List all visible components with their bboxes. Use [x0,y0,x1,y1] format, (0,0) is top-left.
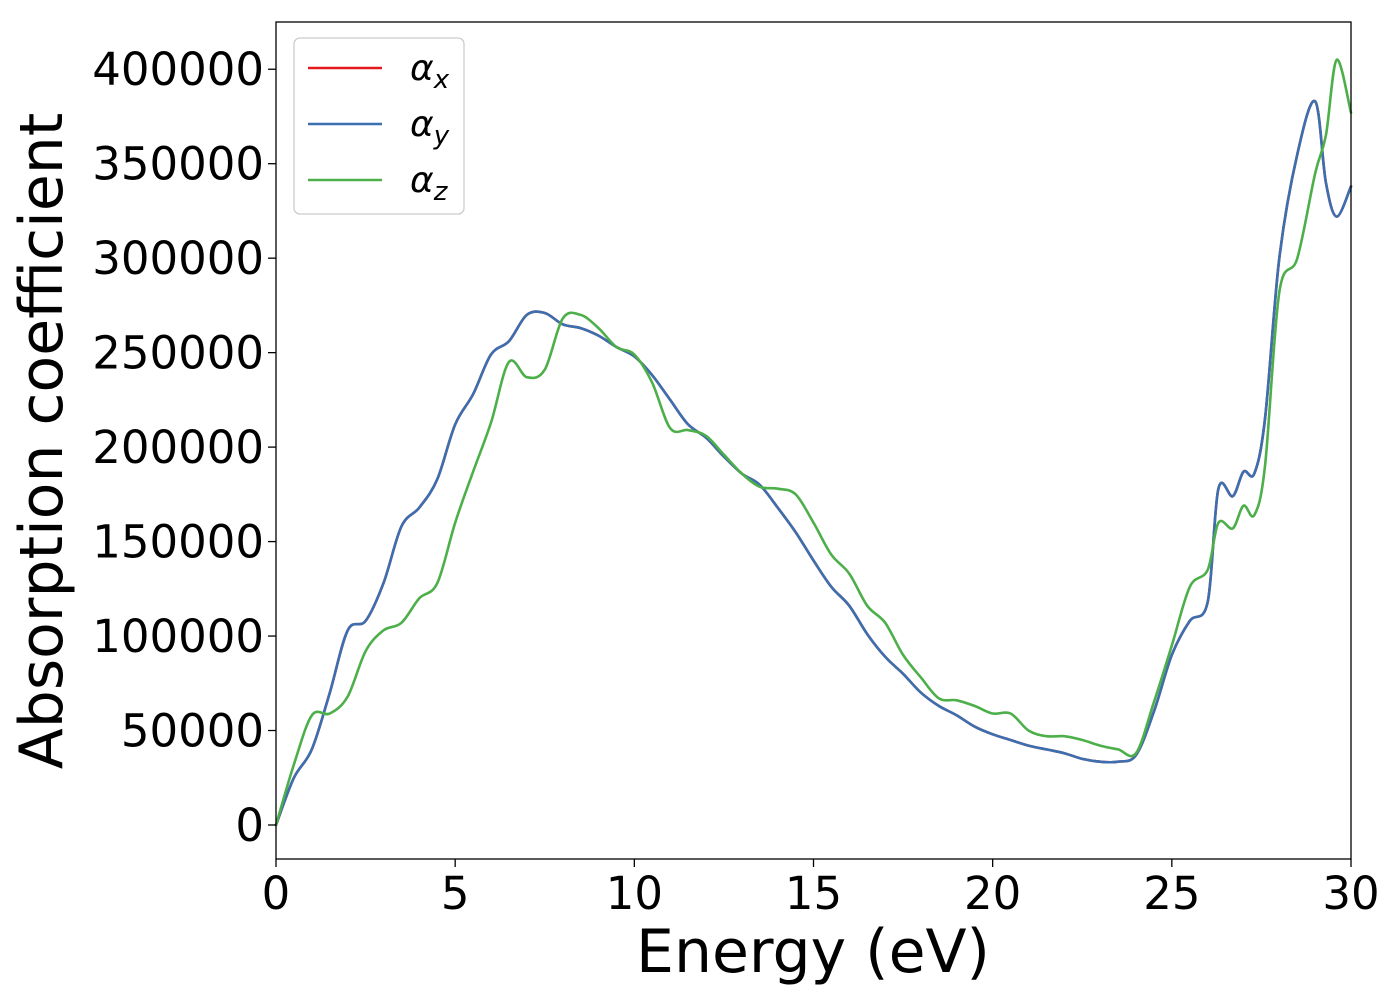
x-tick-label: 25 [1143,867,1200,920]
x-tick-label: 0 [262,867,291,920]
series-line-y [274,99,1353,827]
y-tick-label: 100000 [92,610,264,663]
x-tick-label: 5 [441,867,470,920]
x-axis-ticks: 0 5 10 15 20 25 30 [262,859,1380,920]
y-axis-label: Absorption coefficient [7,113,77,770]
y-tick-label: 250000 [92,327,264,380]
x-tick-label: 30 [1322,867,1379,920]
series-line-z [274,58,1353,827]
x-tick-label: 15 [785,867,842,920]
y-tick-label: 300000 [92,232,264,285]
legend-box [293,37,465,215]
y-tick-label: 150000 [92,516,264,569]
y-tick-label: 400000 [92,43,264,96]
x-tick-label: 20 [964,867,1021,920]
legend-label-x: αx [410,48,450,95]
x-tick-label: 10 [606,867,663,920]
series-layer [274,58,1353,827]
y-tick-label: 0 [235,799,264,852]
y-tick-label: 350000 [92,138,264,191]
y-axis-ticks: 0 50000 100000 150000 200000 250000 300000 3500… [92,43,276,852]
x-axis-label: Energy (eV) [636,917,990,987]
y-tick-label: 50000 [121,705,264,758]
y-tick-label: 200000 [92,421,264,474]
